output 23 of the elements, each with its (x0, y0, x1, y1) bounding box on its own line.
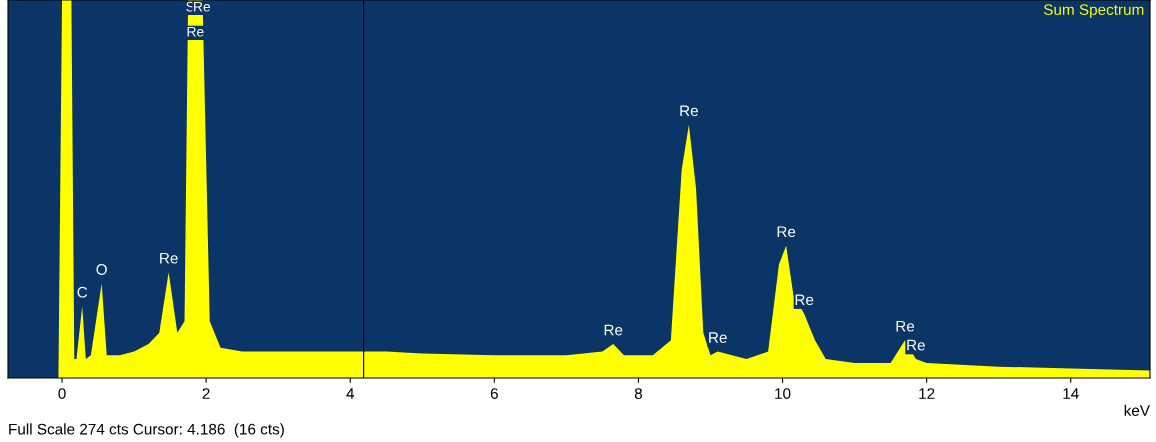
annotation: Re (187, 26, 204, 37)
annotation: Re (907, 339, 925, 351)
annotation: Re (160, 252, 178, 264)
x-tick-label: 0 (58, 388, 66, 399)
text: Full Scale 274 cts Cursor: 4.186 (16 cts) (9, 423, 284, 438)
annotation: Re (896, 320, 915, 332)
x-tick-label: 8 (634, 388, 643, 399)
x-axis-title: keV (1124, 404, 1150, 416)
annotation: C (77, 286, 88, 298)
x-tick-label: 4 (346, 388, 355, 399)
annotation: Re (777, 226, 796, 238)
annotation: Re (194, 1, 211, 12)
x-tick-label: 6 (490, 388, 498, 399)
annotation: Re (680, 105, 698, 117)
annotation: Re (709, 332, 727, 343)
annotation: Re (604, 324, 623, 336)
x-tick-label: 12 (919, 388, 935, 399)
x-tick-label: 14 (1063, 388, 1079, 399)
x-tick-label: 2 (202, 388, 210, 399)
annotation: O (96, 264, 107, 275)
annotation: Re (795, 294, 814, 306)
x-tick-label: 10 (775, 388, 791, 399)
annotation: Sum Spectrum (1043, 4, 1144, 19)
